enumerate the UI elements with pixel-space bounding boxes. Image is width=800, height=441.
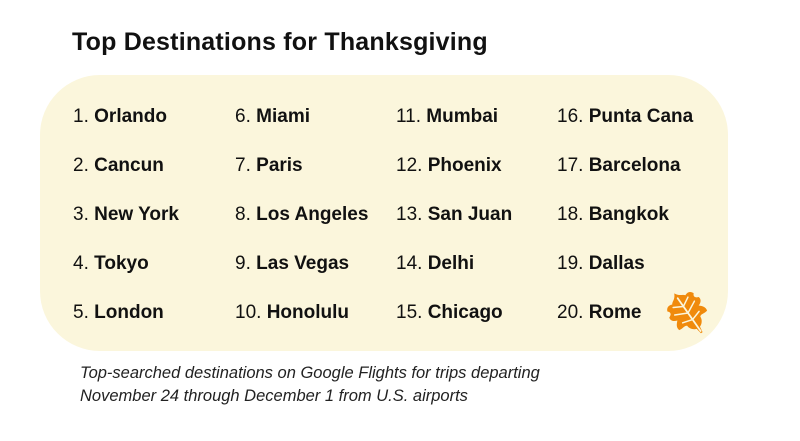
destination-name: Punta Cana bbox=[588, 106, 694, 127]
destinations-column-4: 16. Punta Cana 17. Barcelona 18. Bangkok… bbox=[557, 105, 693, 350]
list-item: 8. Los Angeles bbox=[235, 203, 368, 252]
destination-name: New York bbox=[94, 204, 179, 225]
rank-number: 18. bbox=[557, 204, 584, 225]
list-item: 3. New York bbox=[73, 203, 179, 252]
list-item: 10. Honolulu bbox=[235, 301, 368, 350]
rank-number: 1. bbox=[73, 106, 89, 127]
list-item: 19. Dallas bbox=[557, 252, 693, 301]
rank-number: 17. bbox=[557, 155, 584, 176]
rank-number: 15. bbox=[396, 302, 423, 323]
rank-number: 4. bbox=[73, 253, 89, 274]
destinations-card: 1. Orlando 2. Cancun 3. New York 4. Toky… bbox=[40, 75, 728, 351]
destination-name: Orlando bbox=[94, 106, 167, 127]
list-item: 14. Delhi bbox=[396, 252, 512, 301]
destinations-column-2: 6. Miami 7. Paris 8. Los Angeles 9. Las … bbox=[235, 105, 368, 350]
caption: Top-searched destinations on Google Flig… bbox=[80, 362, 540, 408]
rank-number: 6. bbox=[235, 106, 251, 127]
destination-name: Cancun bbox=[94, 155, 164, 176]
list-item: 5. London bbox=[73, 301, 179, 350]
list-item: 12. Phoenix bbox=[396, 154, 512, 203]
list-item: 11. Mumbai bbox=[396, 105, 512, 154]
rank-number: 9. bbox=[235, 253, 251, 274]
list-item: 18. Bangkok bbox=[557, 203, 693, 252]
rank-number: 5. bbox=[73, 302, 89, 323]
list-item: 16. Punta Cana bbox=[557, 105, 693, 154]
list-item: 9. Las Vegas bbox=[235, 252, 368, 301]
caption-line-1: Top-searched destinations on Google Flig… bbox=[80, 364, 540, 382]
rank-number: 8. bbox=[235, 204, 251, 225]
list-item: 15. Chicago bbox=[396, 301, 512, 350]
list-item: 6. Miami bbox=[235, 105, 368, 154]
destination-name: Honolulu bbox=[266, 302, 350, 323]
destinations-column-3: 11. Mumbai 12. Phoenix 13. San Juan 14. … bbox=[396, 105, 512, 350]
destination-name: Chicago bbox=[427, 302, 503, 323]
destination-name: Dallas bbox=[588, 253, 645, 274]
list-item: 13. San Juan bbox=[396, 203, 512, 252]
destination-name: Las Vegas bbox=[256, 253, 350, 274]
caption-line-2: November 24 through December 1 from U.S.… bbox=[80, 387, 468, 405]
rank-number: 11. bbox=[396, 106, 422, 127]
destinations-column-1: 1. Orlando 2. Cancun 3. New York 4. Toky… bbox=[73, 105, 179, 350]
rank-number: 2. bbox=[73, 155, 89, 176]
rank-number: 10. bbox=[235, 302, 262, 323]
destination-name: Tokyo bbox=[94, 253, 149, 274]
list-item: 4. Tokyo bbox=[73, 252, 179, 301]
rank-number: 7. bbox=[235, 155, 251, 176]
rank-number: 20. bbox=[557, 302, 584, 323]
rank-number: 12. bbox=[396, 155, 423, 176]
destination-name: Paris bbox=[256, 155, 303, 176]
autumn-leaf-icon bbox=[667, 291, 708, 334]
destination-name: Phoenix bbox=[427, 155, 502, 176]
destination-name: Barcelona bbox=[588, 155, 681, 176]
list-item: 2. Cancun bbox=[73, 154, 179, 203]
page-title: Top Destinations for Thanksgiving bbox=[72, 28, 488, 56]
destination-name: Los Angeles bbox=[256, 204, 369, 225]
rank-number: 3. bbox=[73, 204, 89, 225]
list-item: 1. Orlando bbox=[73, 105, 179, 154]
rank-number: 19. bbox=[557, 253, 584, 274]
destination-name: London bbox=[94, 302, 164, 323]
destination-name: Delhi bbox=[427, 253, 475, 274]
list-item: 17. Barcelona bbox=[557, 154, 693, 203]
rank-number: 13. bbox=[396, 204, 423, 225]
destination-name: Bangkok bbox=[588, 204, 669, 225]
destination-name: Rome bbox=[588, 302, 642, 323]
destination-name: Mumbai bbox=[426, 106, 499, 127]
rank-number: 16. bbox=[557, 106, 584, 127]
rank-number: 14. bbox=[396, 253, 423, 274]
destination-name: San Juan bbox=[427, 204, 513, 225]
destination-name: Miami bbox=[256, 106, 310, 127]
list-item: 7. Paris bbox=[235, 154, 368, 203]
list-item: 20. Rome bbox=[557, 301, 693, 350]
